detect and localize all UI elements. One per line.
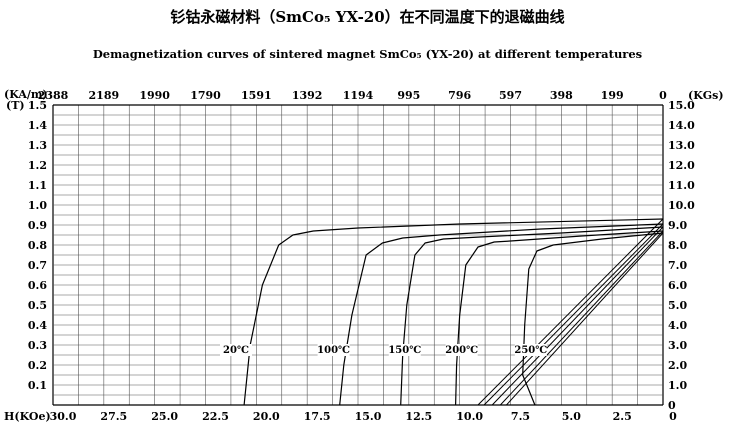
top-tick-label: 796 xyxy=(448,89,471,102)
top-tick-label: 1990 xyxy=(139,89,170,102)
left-tick-label: 0.8 xyxy=(28,239,47,252)
bottom-tick-label: 5.0 xyxy=(562,410,581,423)
left-tick-label: 0.9 xyxy=(28,219,47,232)
series-label-bg xyxy=(220,344,252,356)
recoil-line xyxy=(483,223,664,406)
chart-grid xyxy=(52,104,664,406)
right-tick-label: 4.0 xyxy=(668,319,687,332)
left-tick-label: 0.7 xyxy=(28,259,47,272)
left-unit-label: (T) xyxy=(6,99,25,112)
series-label-bg xyxy=(445,344,478,356)
right-tick-label: 15.0 xyxy=(668,99,695,112)
bottom-tick-label: 27.5 xyxy=(100,410,127,423)
right-tick-label: 1.0 xyxy=(668,379,687,392)
right-tick-label: 12.0 xyxy=(668,159,695,172)
left-tick-label: 0.1 xyxy=(28,379,47,392)
left-tick-label: 0.6 xyxy=(28,279,47,292)
top-tick-label: 0 xyxy=(659,89,667,102)
demag-curve xyxy=(243,218,664,406)
left-tick-label: 0.5 xyxy=(28,299,47,312)
series-label: 200℃ xyxy=(445,345,478,356)
left-tick-label: 1.0 xyxy=(28,199,47,212)
bottom-tick-label: 20.0 xyxy=(253,410,280,423)
right-unit-label: (KGs) xyxy=(688,89,724,102)
bottom-tick-label: 10.0 xyxy=(456,410,483,423)
top-tick-label: 1194 xyxy=(343,89,374,102)
right-tick-label: 13.0 xyxy=(668,139,695,152)
left-tick-label: 1.3 xyxy=(28,139,47,152)
right-tick-label: 5.0 xyxy=(668,299,687,312)
demag-curve xyxy=(455,230,664,406)
bottom-unit-label: H(KOe) xyxy=(4,410,51,423)
axis-labels: 2388 2189 1990 1790 1591 1392 1194 995 796 597 398… xyxy=(28,89,695,423)
demag-curve xyxy=(522,232,664,406)
top-tick-label: 398 xyxy=(550,89,573,102)
curve-group: 20℃ 100℃ 150℃ 200℃ 250℃ xyxy=(220,218,664,406)
right-tick-label: 10.0 xyxy=(668,199,695,212)
recoil-lines xyxy=(477,218,664,406)
bottom-tick-label: 17.5 xyxy=(304,410,331,423)
series-label-bg xyxy=(317,344,350,356)
right-tick-label: 0 xyxy=(668,399,676,412)
bottom-tick-label: 12.5 xyxy=(405,410,432,423)
top-tick-label: 995 xyxy=(397,89,420,102)
bottom-tick-label: 15.0 xyxy=(355,410,382,423)
top-tick-label: 2388 xyxy=(38,89,69,102)
left-tick-label: 1.2 xyxy=(28,159,47,172)
left-tick-label: 1.4 xyxy=(28,119,47,132)
series-label: 100℃ xyxy=(317,345,350,356)
top-tick-label: 1392 xyxy=(292,89,323,102)
recoil-line xyxy=(491,226,664,406)
right-tick-label: 8.0 xyxy=(668,239,687,252)
top-tick-label: 597 xyxy=(499,89,522,102)
left-tick-label: 1.5 xyxy=(28,99,47,112)
top-unit-label: (KA/m) xyxy=(4,88,48,101)
top-tick-label: 1591 xyxy=(241,89,272,102)
right-tick-label: 6.0 xyxy=(668,279,687,292)
right-tick-label: 9.0 xyxy=(668,219,687,232)
left-tick-label: 1.1 xyxy=(28,179,47,192)
left-tick-label: 0.4 xyxy=(28,319,47,332)
bottom-tick-label: 0 xyxy=(669,410,677,423)
series-label: 250℃ xyxy=(514,345,547,356)
series-label: 150℃ xyxy=(388,345,421,356)
recoil-line xyxy=(506,232,664,406)
bottom-tick-label: 30.0 xyxy=(50,410,77,423)
series-label-bg xyxy=(388,344,421,356)
right-tick-label: 11.0 xyxy=(668,179,695,192)
right-tick-label: 3.0 xyxy=(668,339,687,352)
right-tick-label: 14.0 xyxy=(668,119,695,132)
chart-subtitle: Demagnetization curves of sintered magne… xyxy=(92,47,643,61)
left-tick-label: 0.2 xyxy=(28,359,47,372)
demag-curve xyxy=(339,223,664,406)
series-label: 20℃ xyxy=(223,345,249,356)
chart-title: 钐钴永磁材料（SmCo₅ YX-20）在不同温度下的退磁曲线 xyxy=(170,8,565,26)
series-label-bg xyxy=(514,344,547,356)
bottom-tick-label: 25.0 xyxy=(151,410,178,423)
right-tick-label: 2.0 xyxy=(668,359,687,372)
left-tick-label: 0.3 xyxy=(28,339,47,352)
recoil-line xyxy=(499,230,664,406)
bottom-tick-label: 22.5 xyxy=(202,410,229,423)
demag-curve xyxy=(400,226,664,406)
bottom-tick-label: 7.5 xyxy=(511,410,530,423)
recoil-line xyxy=(477,218,664,406)
right-tick-label: 7.0 xyxy=(668,259,687,272)
top-tick-label: 1790 xyxy=(190,89,221,102)
bottom-tick-label: 2.5 xyxy=(613,410,632,423)
top-tick-label: 199 xyxy=(601,89,624,102)
top-tick-label: 2189 xyxy=(89,89,120,102)
